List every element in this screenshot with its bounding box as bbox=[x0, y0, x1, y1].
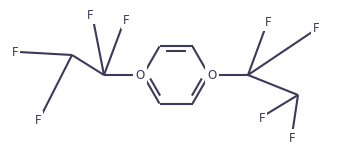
Text: F: F bbox=[123, 14, 129, 26]
Text: F: F bbox=[35, 113, 41, 126]
Text: F: F bbox=[259, 111, 265, 124]
Text: F: F bbox=[313, 22, 319, 34]
Text: F: F bbox=[12, 45, 18, 59]
Text: O: O bbox=[207, 69, 216, 81]
Text: F: F bbox=[87, 8, 93, 22]
Text: F: F bbox=[289, 132, 295, 144]
Text: F: F bbox=[265, 16, 271, 28]
Text: O: O bbox=[136, 69, 145, 81]
